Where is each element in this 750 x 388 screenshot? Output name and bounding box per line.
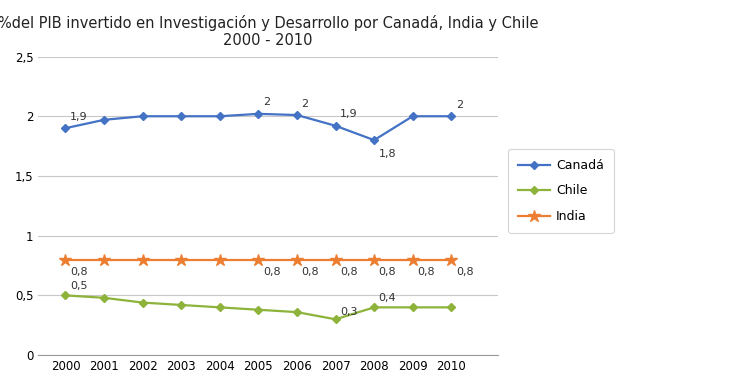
Text: 0,3: 0,3 [340,307,358,317]
India [370,257,379,262]
India [177,257,186,262]
Title: %del PIB invertido en Investigación y Desarrollo por Canadá, India y Chile
2000 : %del PIB invertido en Investigación y De… [0,15,538,48]
Text: 0,8: 0,8 [456,267,473,277]
Line: India: India [59,253,458,266]
Canadá [331,123,340,128]
India [138,257,147,262]
Canadá [447,114,456,119]
Chile [254,307,263,312]
Canadá [100,118,109,122]
Chile [292,310,302,314]
India [331,257,340,262]
Canadá [370,138,379,142]
India [254,257,263,262]
Chile [215,305,224,310]
Text: 0,8: 0,8 [417,267,435,277]
Text: 0,8: 0,8 [379,267,396,277]
Chile [138,300,147,305]
Text: 2: 2 [456,100,463,110]
Canadá [254,111,263,116]
India [292,257,302,262]
India [215,257,224,262]
India [61,257,70,262]
Text: 0,5: 0,5 [70,281,88,291]
Canadá [215,114,224,119]
India [100,257,109,262]
Chile [61,293,70,298]
Text: 1,8: 1,8 [379,149,396,159]
Canadá [292,113,302,118]
India [447,257,456,262]
Text: 0,8: 0,8 [70,267,88,277]
Text: 0,8: 0,8 [340,267,358,277]
Text: 0,8: 0,8 [263,267,280,277]
Text: 2: 2 [263,97,270,107]
Text: 0,8: 0,8 [302,267,320,277]
Line: Chile: Chile [62,292,454,322]
Text: 0,4: 0,4 [379,293,396,303]
Chile [447,305,456,310]
Legend: Canadá, Chile, India: Canadá, Chile, India [509,149,614,233]
Chile [100,296,109,300]
Line: Canadá: Canadá [62,111,454,143]
Text: 1,9: 1,9 [70,112,88,122]
Canadá [408,114,417,119]
India [408,257,417,262]
Text: 1,9: 1,9 [340,109,358,120]
Chile [370,305,379,310]
Chile [177,303,186,307]
Chile [331,317,340,322]
Chile [408,305,417,310]
Canadá [138,114,147,119]
Canadá [61,126,70,130]
Canadá [177,114,186,119]
Text: 2: 2 [302,99,309,109]
